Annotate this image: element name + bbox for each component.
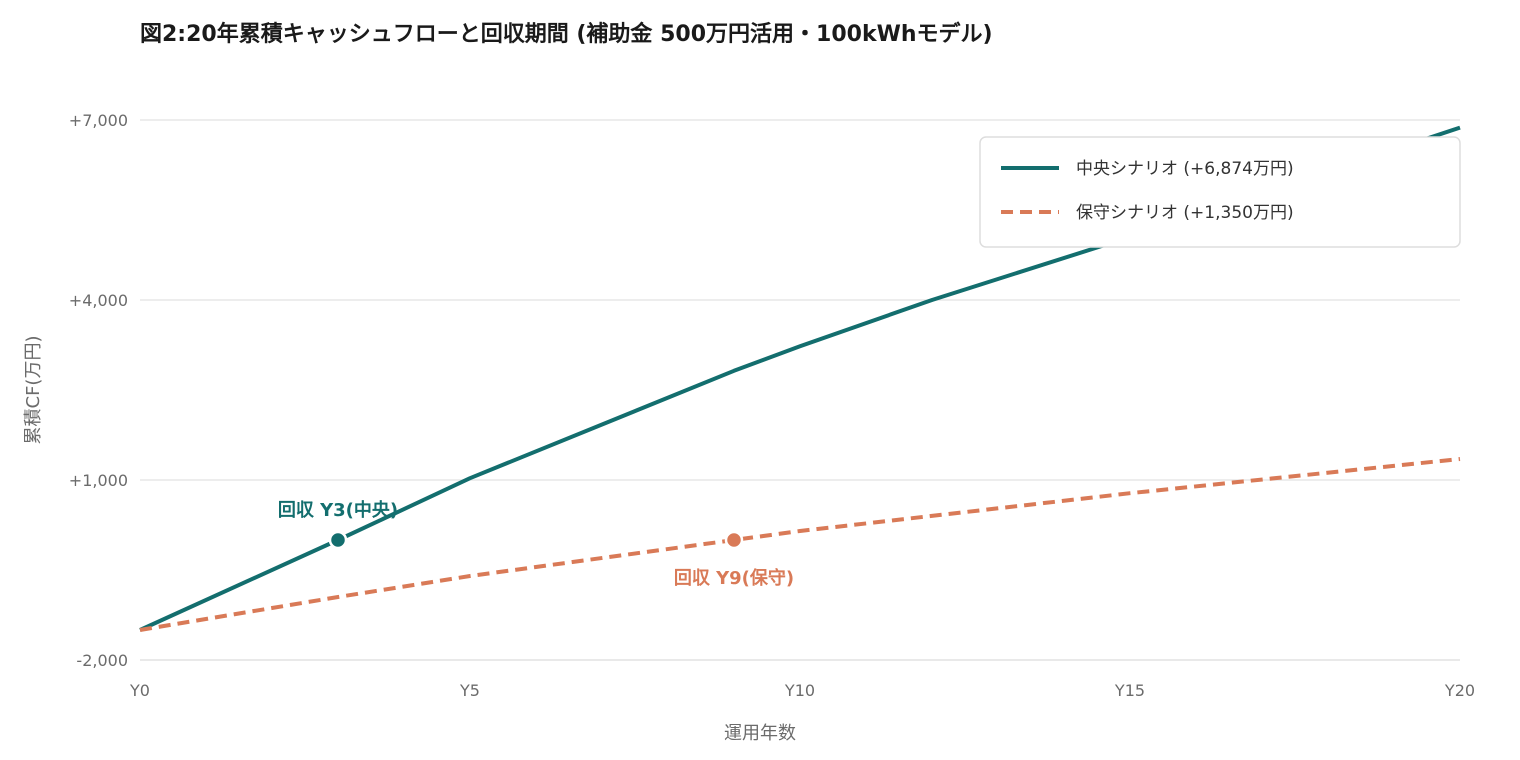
x-tick-label: Y0 bbox=[129, 681, 150, 700]
axis-ticks: -2,000 +1,000 +4,000 +7,000 Y0 Y5 Y10 Y15 Y20 bbox=[69, 111, 1475, 700]
legend-label-central: 中央シナリオ (+6,874万円) bbox=[1076, 159, 1294, 179]
x-tick-label: Y15 bbox=[1114, 681, 1145, 700]
chart-title: 図2:20年累積キャッシュフローと回収期間 (補助金 500万円活用・100kW… bbox=[140, 22, 993, 47]
legend-box bbox=[979, 136, 1461, 248]
x-axis-title: 運用年数 bbox=[724, 723, 796, 744]
payback-label-conservative: 回収 Y9(保守) bbox=[674, 567, 794, 589]
payback-point-central bbox=[328, 530, 348, 550]
legend: 中央シナリオ (+6,874万円) 保守シナリオ (+1,350万円) bbox=[979, 136, 1461, 248]
y-tick-label: +7,000 bbox=[69, 111, 128, 130]
x-tick-label: Y10 bbox=[784, 681, 815, 700]
payback-point-conservative bbox=[724, 530, 744, 550]
y-tick-label: -2,000 bbox=[76, 651, 128, 670]
y-tick-label: +1,000 bbox=[69, 471, 128, 490]
x-tick-label: Y20 bbox=[1444, 681, 1475, 700]
y-axis-title: 累積CF(万円) bbox=[23, 336, 44, 445]
payback-markers: 回収 Y3(中央) 回収 Y9(保守) bbox=[278, 499, 794, 589]
grid-lines bbox=[140, 119, 1460, 661]
legend-label-conservative: 保守シナリオ (+1,350万円) bbox=[1076, 203, 1294, 223]
y-tick-label: +4,000 bbox=[69, 291, 128, 310]
payback-label-central: 回収 Y3(中央) bbox=[278, 499, 398, 521]
x-tick-label: Y5 bbox=[459, 681, 480, 700]
